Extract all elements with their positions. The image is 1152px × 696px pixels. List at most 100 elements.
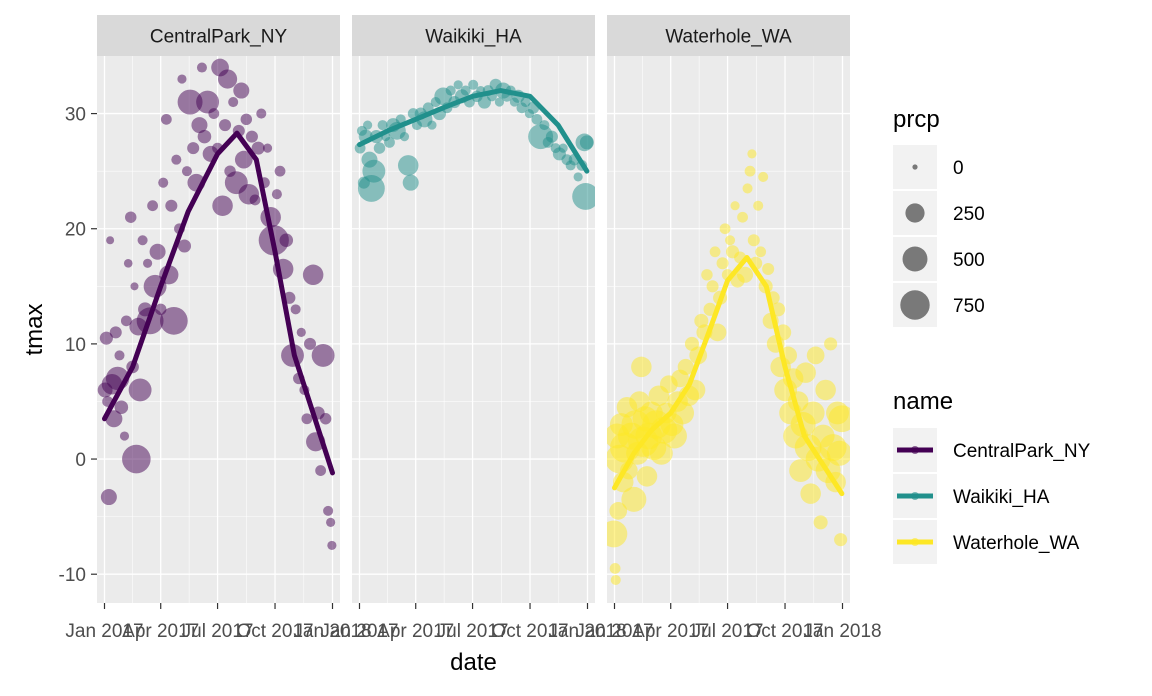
data-point: [212, 195, 233, 216]
data-point: [762, 263, 775, 276]
data-point: [545, 130, 558, 143]
data-point: [301, 413, 313, 425]
data-point: [119, 431, 130, 441]
data-point: [815, 379, 836, 401]
x-tick-label: Oct 2017: [491, 621, 568, 642]
data-point: [122, 444, 151, 474]
data-point: [747, 149, 757, 159]
data-point: [219, 119, 232, 132]
data-point: [649, 441, 673, 465]
facet-strip: [607, 15, 850, 56]
facet-panel-Waikiki_HA: Waikiki_HA: [352, 15, 595, 603]
data-point: [106, 236, 115, 245]
data-point: [114, 400, 129, 415]
data-point: [694, 313, 709, 328]
data-point: [217, 69, 238, 89]
data-point: [249, 194, 261, 206]
color-legend-symbol: [911, 446, 919, 454]
data-point: [716, 257, 729, 270]
color-legend-symbol: [911, 538, 919, 546]
y-tick-label: 0: [75, 450, 86, 471]
panel-background: [607, 56, 850, 603]
data-point: [828, 405, 850, 433]
y-tick-label: -10: [59, 565, 86, 586]
x-tick-label: Oct 2017: [746, 621, 823, 642]
data-point: [271, 189, 282, 200]
facet-strip: [352, 15, 595, 56]
data-point: [737, 211, 748, 223]
data-point: [147, 200, 159, 212]
data-point: [706, 280, 719, 293]
data-point: [742, 183, 753, 194]
data-point: [758, 171, 769, 182]
data-point: [826, 440, 850, 466]
smooth-line: [357, 88, 590, 174]
x-tick-label: Oct 2017: [236, 621, 313, 642]
data-point: [402, 174, 419, 191]
data-point: [801, 401, 825, 425]
data-point: [245, 130, 258, 143]
data-point: [397, 155, 419, 176]
smooth-line: [102, 130, 335, 476]
data-point: [187, 142, 200, 155]
size-legend-symbol: [902, 246, 928, 272]
data-point: [100, 489, 117, 506]
x-tick-label: Jul 2017: [182, 621, 254, 642]
data-point: [120, 315, 132, 327]
data-point: [558, 143, 568, 153]
data-point: [233, 82, 250, 99]
facet-strip-label: CentralPark_NY: [150, 27, 288, 48]
x-tick-label: Jan 2018: [548, 621, 626, 642]
data-point: [377, 120, 388, 131]
data-point: [453, 80, 463, 90]
data-point: [737, 266, 754, 283]
data-point: [319, 413, 332, 425]
color-legend-label: Waikiki_HA: [953, 487, 1050, 508]
data-point: [708, 323, 727, 342]
size-legend-label: 750: [953, 296, 985, 317]
data-point: [197, 129, 212, 144]
data-point: [795, 362, 816, 383]
data-point: [130, 282, 139, 291]
data-point: [677, 358, 694, 375]
data-point: [123, 258, 133, 268]
data-point: [531, 113, 543, 125]
data-point: [730, 201, 740, 211]
data-point: [251, 141, 265, 155]
data-point: [279, 233, 294, 248]
data-point: [572, 183, 595, 210]
x-tick-label: Apr 2017: [632, 621, 709, 642]
y-tick-label: 20: [65, 220, 86, 241]
data-point: [196, 62, 207, 73]
smooth-line: [612, 255, 845, 497]
data-point: [158, 177, 169, 188]
data-point: [834, 533, 848, 547]
data-point: [373, 142, 386, 154]
x-axis-title: date: [450, 649, 497, 676]
data-point: [114, 350, 125, 361]
data-point: [468, 79, 479, 90]
y-tick-label: 30: [65, 105, 86, 126]
data-point: [177, 74, 187, 84]
data-point: [165, 199, 178, 212]
x-tick-label: Apr 2017: [377, 621, 454, 642]
data-point: [607, 520, 628, 548]
data-point: [240, 113, 253, 126]
data-point: [208, 108, 220, 119]
data-point: [177, 239, 192, 253]
data-point: [813, 515, 828, 530]
size-legend-symbol: [905, 203, 925, 223]
data-point: [327, 540, 337, 550]
data-point: [315, 465, 327, 476]
data-point: [311, 343, 335, 367]
data-point: [609, 502, 628, 520]
data-point: [539, 120, 550, 131]
size-legend-symbol: [912, 164, 918, 170]
y-axis-title: tmax: [21, 303, 48, 355]
x-tick-label: Jan 2018: [293, 621, 371, 642]
panel-marks: [97, 58, 337, 550]
x-tick-label: Jul 2017: [692, 621, 764, 642]
color-legend-symbol: [911, 492, 919, 500]
data-point: [196, 90, 220, 114]
